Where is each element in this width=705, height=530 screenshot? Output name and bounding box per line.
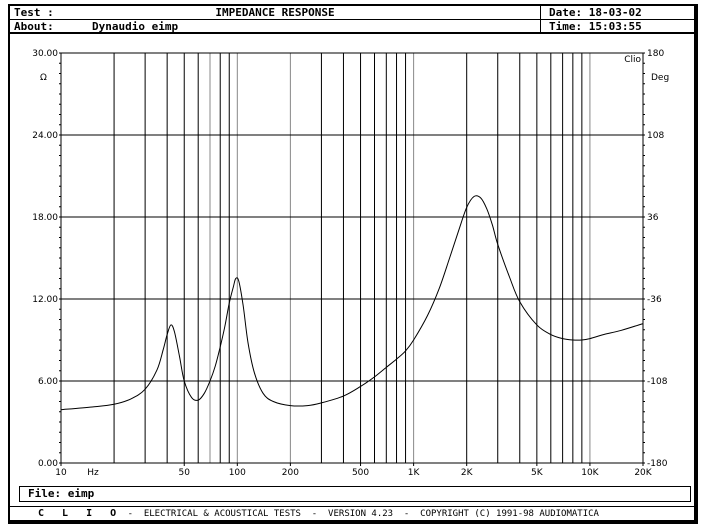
header-row-test: Test : IMPEDANCE RESPONSE Date: 18-03-02	[10, 6, 694, 20]
date-field: Date: 18-03-02	[540, 6, 700, 19]
time-field: Time: 15:03:55	[540, 20, 700, 33]
clio-brand: C L I O	[38, 508, 123, 519]
about-label: About:	[14, 20, 54, 33]
footer-banner: C L I O - ELECTRICAL & ACOUSTICAL TESTS …	[10, 506, 694, 520]
test-label: Test :	[14, 6, 54, 19]
file-label: File: eimp	[28, 487, 95, 500]
chart-title: IMPEDANCE RESPONSE	[215, 6, 335, 19]
footer-text: - ELECTRICAL & ACOUSTICAL TESTS - VERSIO…	[122, 509, 599, 519]
about-value: Dynaudio eimp	[92, 20, 179, 33]
header-row-about: About: Dynaudio eimp Time: 15:03:55	[10, 20, 694, 34]
clio-report-frame: Test : IMPEDANCE RESPONSE Date: 18-03-02…	[8, 4, 698, 524]
file-name-box: File: eimp	[19, 486, 691, 502]
